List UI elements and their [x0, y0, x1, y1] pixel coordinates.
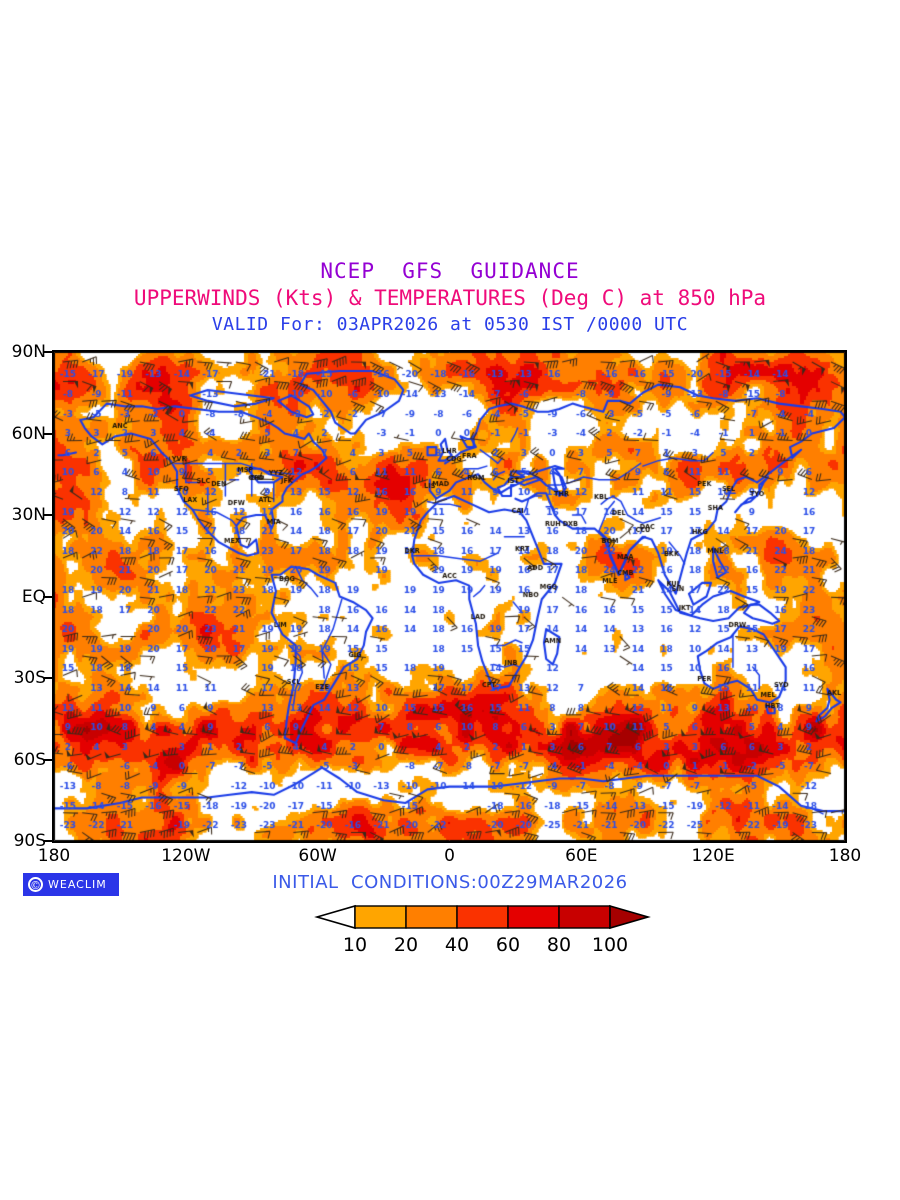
- colorbar-segment: [558, 905, 611, 929]
- x-axis-tick-label: 0: [444, 846, 455, 866]
- x-axis-tick-label: 60W: [298, 846, 337, 866]
- map-plot-area[interactable]: [52, 350, 847, 843]
- x-axis-tick-label: 180: [828, 846, 862, 866]
- chart-title-block: NCEP GFS GUIDANCE UPPERWINDS (Kts) & TEM…: [0, 258, 900, 338]
- y-axis-tick-label: 60N: [11, 423, 46, 444]
- page-title: NCEP GFS GUIDANCE: [320, 259, 580, 283]
- weaclim-logo-text: WEACLIM: [48, 878, 107, 891]
- y-axis-tick-label: 90N: [11, 342, 46, 362]
- x-axis-tick-label: 120E: [691, 846, 735, 866]
- y-axis-tick-label: 90S: [13, 831, 46, 851]
- y-axis-tick-label: 30N: [11, 505, 46, 525]
- colorbar-tick-label: 100: [591, 934, 629, 956]
- y-axis-tick-label: 30S: [13, 668, 46, 688]
- x-axis-tick-label: 120W: [161, 846, 211, 866]
- colorbar-segment: [405, 905, 458, 929]
- y-axis-tick-mark: [43, 840, 52, 842]
- y-axis-tick-mark: [43, 677, 52, 679]
- y-axis-tick-mark: [43, 514, 52, 516]
- y-axis-tick-mark: [43, 758, 52, 761]
- y-axis-tick-mark: [43, 351, 52, 353]
- colorbar-under-arrow: [314, 904, 356, 930]
- chart-subtitle-variable: UPPERWINDS (Kts) & TEMPERATURES (Deg C) …: [133, 286, 767, 310]
- colorbar-svg: [314, 904, 651, 930]
- weaclim-logo[interactable]: © WEACLIM: [23, 873, 119, 896]
- copyright-icon: ©: [28, 877, 43, 892]
- initial-conditions-caption: INITIAL CONDITIONS:00Z29MAR2026: [272, 872, 628, 893]
- y-axis-tick-label: EQ: [21, 586, 46, 607]
- x-axis-tick-label: 60E: [565, 846, 598, 866]
- x-axis-tick-label: 180: [37, 846, 71, 866]
- y-axis-tick-mark: [43, 432, 52, 435]
- colorbar: 10 20 40 60 80 100: [0, 900, 900, 960]
- y-axis-tick-label: 60S: [13, 749, 46, 770]
- chart-valid-time: VALID For: 03APR2026 at 0530 IST /0000 U…: [211, 314, 689, 335]
- colorbar-tick-label: 60: [495, 934, 521, 956]
- colorbar-tick-label: 20: [393, 934, 419, 956]
- map-canvas: [54, 352, 845, 841]
- colorbar-segment: [354, 905, 407, 929]
- colorbar-over-arrow: [609, 904, 651, 930]
- colorbar-tick-label: 40: [444, 934, 470, 956]
- colorbar-tick-label: 80: [546, 934, 572, 956]
- colorbar-tick-label: 10: [342, 934, 368, 956]
- y-axis-tick-mark: [43, 595, 52, 598]
- colorbar-segment: [456, 905, 509, 929]
- colorbar-segment: [507, 905, 560, 929]
